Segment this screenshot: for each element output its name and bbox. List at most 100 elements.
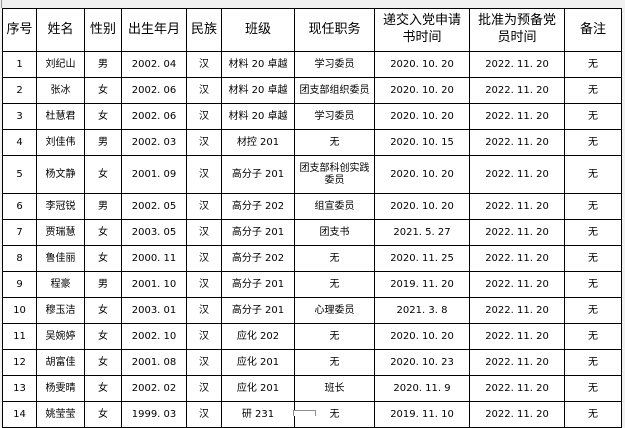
table-cell: 无	[564, 103, 622, 130]
table-cell: 2022. 11. 20	[469, 129, 565, 156]
table-cell: 女	[84, 297, 122, 324]
table-cell: 2020. 10. 20	[374, 77, 470, 104]
table-cell: 2003. 05	[121, 219, 187, 246]
table-cell: 女	[84, 349, 122, 376]
table-cell: 2002. 04	[121, 51, 187, 78]
table-cell: 2021. 3. 8	[374, 297, 470, 324]
table-cell: 无	[564, 297, 622, 324]
table-cell: 2020. 10. 20	[374, 323, 470, 350]
table-cell: 男	[84, 129, 122, 156]
table-cell: 2020. 10. 23	[374, 349, 470, 376]
col-header-remarks: 备注	[564, 8, 622, 52]
table-cell: 女	[84, 219, 122, 246]
table-cell: 2001. 08	[121, 349, 187, 376]
table-cell: 6	[2, 193, 37, 220]
table-cell: 2021. 5. 27	[374, 219, 470, 246]
table-cell: 11	[2, 323, 37, 350]
table-row: 11 吴婉婷女 2002. 10 汉应化 202 无 2020. 10. 20 2022. …	[2, 323, 622, 350]
table-cell: 无	[564, 323, 622, 350]
table-cell: 2020. 10. 15	[374, 129, 470, 156]
table-cell: 2022. 11. 20	[469, 245, 565, 272]
table-cell: 2002. 02	[121, 375, 187, 402]
table-row: 12 胡富佳女 2001. 08 汉应化 201 无 2020. 10. 23 2022. …	[2, 349, 622, 376]
table-cell: 高分子 201	[221, 155, 295, 194]
col-header-ethnicity: 民族	[186, 8, 222, 52]
table-cell: 团支书	[294, 219, 375, 246]
table-cell: 胡富佳	[36, 349, 85, 376]
table-cell: 12	[2, 349, 37, 376]
table-cell: 班长	[294, 375, 375, 402]
table-cell: 汉	[186, 103, 222, 130]
table-cell: 学习委员	[294, 51, 375, 78]
table-cell: 2022. 11. 20	[469, 77, 565, 104]
table-cell: 汉	[186, 77, 222, 104]
table-cell: 汉	[186, 349, 222, 376]
table-cell: 男	[84, 271, 122, 298]
table-row: 6 李冠锐男 2002. 05 汉高分子 202 组宣委员 2020. 10. 20 202…	[2, 193, 622, 220]
table-cell: 穆玉洁	[36, 297, 85, 324]
table-cell: 无	[564, 129, 622, 156]
table-cell: 无	[564, 219, 622, 246]
table-cell: 无	[294, 271, 375, 298]
table-cell: 高分子 201	[221, 219, 295, 246]
col-header-birthdate: 出生年月	[121, 8, 187, 52]
table-cell: 2020. 11. 9	[374, 375, 470, 402]
table-cell: 材料 20 卓越	[221, 77, 295, 104]
table-cell: 无	[294, 349, 375, 376]
table-cell: 8	[2, 245, 37, 272]
table-cell: 13	[2, 375, 37, 402]
table-cell: 李冠锐	[36, 193, 85, 220]
table-cell: 组宣委员	[294, 193, 375, 220]
table-row: 7 贾瑞慧女 2003. 05 汉高分子 201 团支书 2021. 5. 27 2022.…	[2, 219, 622, 246]
table-cell: 心理委员	[294, 297, 375, 324]
table-cell: 刘纪山	[36, 51, 85, 78]
table-cell: 5	[2, 155, 37, 194]
table-cell: 材控 201	[221, 129, 295, 156]
table-cell: 2022. 11. 20	[469, 155, 565, 194]
table-row: 9 程豪男 2001. 10 汉高分子 201 无 2019. 11. 20 2022. 1…	[2, 271, 622, 298]
table-cell: 2022. 11. 20	[469, 375, 565, 402]
col-header-position: 现任职务	[294, 8, 375, 52]
table-cell: 汉	[186, 271, 222, 298]
table-cell: 汉	[186, 323, 222, 350]
table-cell: 无	[564, 349, 622, 376]
table-cell: 女	[84, 245, 122, 272]
col-header-gender: 性别	[84, 8, 122, 52]
table-row: 1 刘纪山男 2002. 04 汉材料 20 卓越 学习委员 2020. 10. 20 20…	[2, 51, 622, 78]
table-cell: 2020. 11. 25	[374, 245, 470, 272]
table-cell: 应化 201	[221, 349, 295, 376]
table-cell: 高分子 201	[221, 271, 295, 298]
col-header-class: 班级	[221, 8, 295, 52]
table-cell: 2020. 10. 20	[374, 51, 470, 78]
bottom-partial-box-artifact	[293, 410, 316, 416]
table-cell: 2002. 06	[121, 103, 187, 130]
table-cell: 2020. 10. 20	[374, 193, 470, 220]
table-cell: 2000. 11	[121, 245, 187, 272]
table-cell: 女	[84, 103, 122, 130]
table-header-row: 序号 姓名 性别 出生年月 民族 班级 现任职务 递交入党申请书时间 批准为预备…	[2, 8, 622, 52]
table-cell: 2022. 11. 20	[469, 219, 565, 246]
party-member-roster-table: 序号 姓名 性别 出生年月 民族 班级 现任职务 递交入党申请书时间 批准为预备…	[2, 8, 622, 428]
table-cell: 汉	[186, 155, 222, 194]
top-left-line-artifact	[1, 0, 2, 8]
table-cell: 刘佳伟	[36, 129, 85, 156]
table-row: 10 穆玉洁女 2003. 01 汉高分子 201 心理委员 2021. 3. 8 2022…	[2, 297, 622, 324]
col-header-application-date: 递交入党申请书时间	[374, 8, 470, 52]
table-cell: 2	[2, 77, 37, 104]
table-cell: 7	[2, 219, 37, 246]
table-cell: 2002. 03	[121, 129, 187, 156]
table-body: 1 刘纪山男 2002. 04 汉材料 20 卓越 学习委员 2020. 10. 20 20…	[2, 51, 622, 428]
table-row: 8 鲁佳丽女 2000. 11 汉高分子 202 无 2020. 11. 25 2022. …	[2, 245, 622, 272]
table-cell: 无	[564, 375, 622, 402]
table-cell: 2002. 06	[121, 77, 187, 104]
table-cell: 2002. 05	[121, 193, 187, 220]
col-header-approval-date: 批准为预备党员时间	[469, 8, 565, 52]
table-cell: 2022. 11. 20	[469, 297, 565, 324]
table-cell: 杨文静	[36, 155, 85, 194]
table-cell: 汉	[186, 193, 222, 220]
table-cell: 高分子 201	[221, 297, 295, 324]
table-cell: 无	[294, 323, 375, 350]
table-cell: 2001. 09	[121, 155, 187, 194]
table-cell: 应化 202	[221, 323, 295, 350]
